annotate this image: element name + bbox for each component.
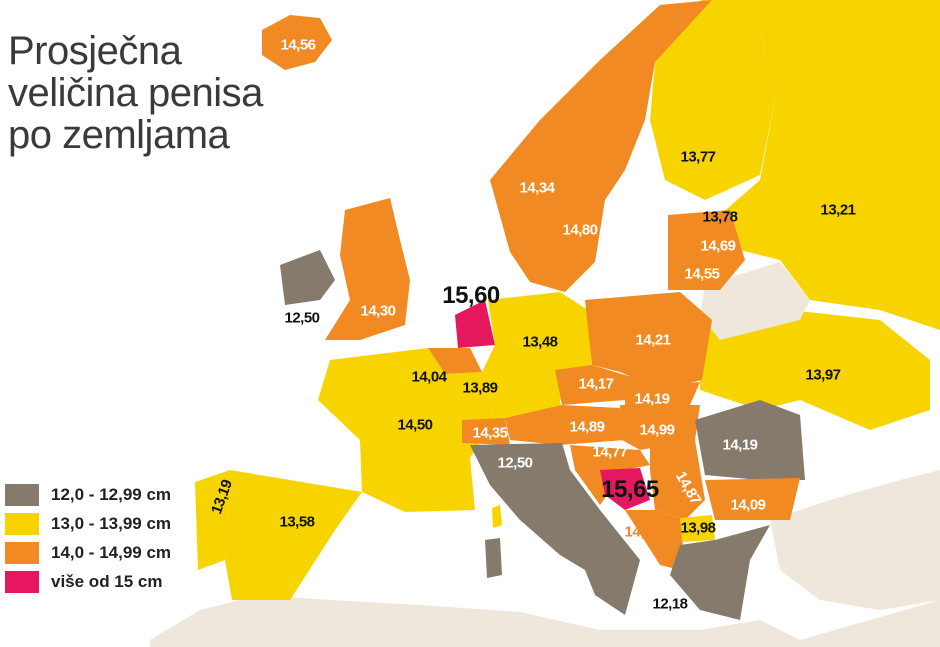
region-bulgaria [705,478,800,520]
value-lithuania: 14,55 [684,265,720,283]
value-france: 14,50 [397,416,433,434]
value-finland: 13,77 [680,148,716,166]
region-baltics [668,210,745,290]
value-iceland: 14,56 [280,36,316,54]
legend: 12,0 - 12,99 cm 13,0 - 13,99 cm 14,0 - 1… [5,480,171,596]
value-switzerland: 14,35 [472,424,508,442]
value-poland: 14,21 [635,331,671,349]
map-title: Prosječna veličina penisa po zemljama [8,30,263,156]
title-line: Prosječna [8,29,182,73]
value-estonia: 13,78 [702,208,738,226]
region-netherlands [455,300,495,348]
region-scandinavia [490,0,712,292]
value-bosnia: 15,65 [601,476,659,503]
value-czech: 14,17 [578,375,614,393]
legend-label: 14,0 - 14,99 cm [51,542,172,562]
legend-swatch-orange [5,541,39,564]
region-turkey [770,470,940,610]
title-line: veličina penisa [8,71,263,115]
region-austria [505,405,625,445]
region-north-africa [150,595,940,647]
legend-swatch-yellow [5,512,39,535]
value-germany: 13,48 [522,333,558,351]
value-slovakia: 14,19 [634,390,670,408]
region-macedonia [680,515,715,542]
region-slovakia [625,375,700,405]
legend-item: 13,0 - 13,99 cm [5,509,171,538]
legend-item: 12,0 - 12,99 cm [5,480,171,509]
region-sardinia [485,538,502,578]
legend-swatch-pink [5,570,39,593]
region-ireland [280,250,335,305]
region-belarus [700,262,810,340]
title-line: po zemljama [8,113,230,157]
legend-label: 12,0 - 12,99 cm [51,484,172,504]
region-belgium [428,348,482,374]
value-belgium: 14,04 [411,368,447,386]
value-ireland: 12,50 [284,309,320,327]
value-greece: 12,18 [652,595,688,613]
value-spain: 13,58 [279,513,315,531]
region-finland [650,0,775,200]
value-norway: 14,34 [519,179,555,197]
region-uk [325,198,410,340]
region-hungary [620,405,700,450]
value-latvia: 14,69 [700,237,736,255]
value-uk: 14,30 [360,302,396,320]
value-macedonia: 13,98 [680,519,716,537]
region-spain [225,470,362,600]
legend-item: više od 15 cm [5,567,171,596]
region-portugal [195,470,230,570]
value-ukraine: 13,97 [805,366,841,384]
region-france [318,348,495,512]
value-netherlands: 15,60 [442,282,500,309]
value-croatia: 14,77 [592,443,628,461]
region-czech [555,365,625,405]
region-ukraine [700,310,930,430]
value-russia: 13,21 [820,201,856,219]
value-romania: 14,19 [722,436,758,454]
value-luxembourg: 13,89 [462,379,498,397]
value-sweden: 14,80 [562,221,598,239]
region-russia [700,0,940,330]
region-poland [585,292,712,390]
region-switzerland [462,418,510,445]
legend-swatch-gray [5,483,39,506]
legend-label: 13,0 - 13,99 cm [51,513,172,533]
value-austria: 14,89 [569,418,605,436]
region-corsica [492,505,502,528]
region-romania [695,400,805,480]
value-hungary: 14,99 [639,421,675,439]
region-bosnia [600,468,650,510]
region-montenegro-albania [625,510,685,570]
legend-item: 14,0 - 14,99 cm [5,538,171,567]
region-italy [470,443,640,615]
value-montenegro: 14,19 [624,523,660,541]
region-iceland [262,15,332,70]
legend-label: više od 15 cm [51,571,163,591]
value-italy: 12,50 [497,454,533,472]
region-serbia [650,440,705,520]
region-greece [670,525,770,620]
value-bulgaria: 14,09 [730,496,766,514]
